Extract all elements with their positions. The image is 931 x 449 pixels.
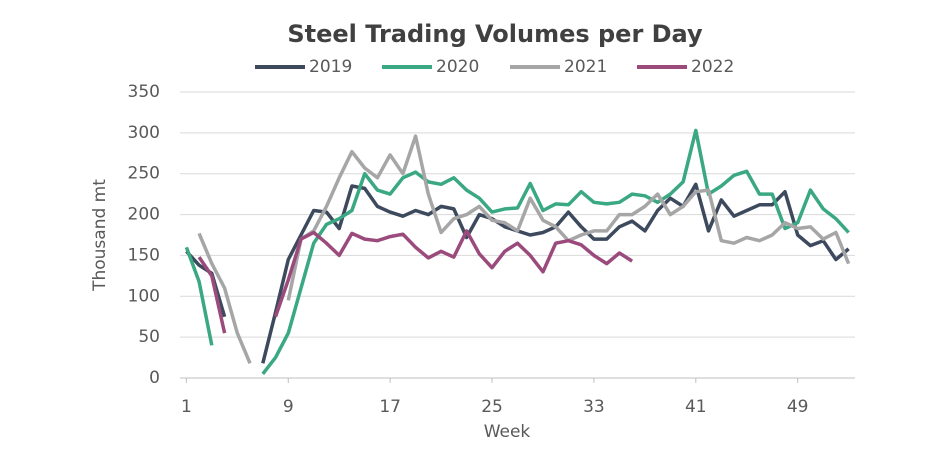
legend-label: 2022 [691, 57, 734, 77]
series-line [184, 128, 850, 375]
x-tick-label: 17 [379, 397, 401, 417]
legend-label: 2019 [309, 57, 352, 77]
x-tick-label: 1 [181, 397, 192, 417]
chart-title: Steel Trading Volumes per Day [287, 20, 703, 48]
y-tick-label: 300 [128, 123, 160, 143]
x-tick-label: 49 [787, 397, 809, 417]
series-line [197, 229, 634, 334]
y-axis-label: Thousand mt [90, 179, 110, 292]
x-tick-label: 33 [583, 397, 605, 417]
y-tick-label: 100 [128, 286, 160, 306]
legend-label: 2021 [564, 57, 607, 77]
legend-label: 2020 [436, 57, 479, 77]
y-tick-label: 350 [128, 82, 160, 102]
x-tick-label: 9 [283, 397, 294, 417]
x-axis-label: Week [484, 422, 531, 442]
x-tick-label: 25 [481, 397, 503, 417]
y-tick-label: 200 [128, 205, 160, 225]
y-tick-label: 250 [128, 164, 160, 184]
y-tick-label: 150 [128, 245, 160, 265]
x-tick-label: 41 [685, 397, 707, 417]
y-tick-label: 50 [138, 327, 160, 347]
y-tick-label: 0 [149, 368, 160, 388]
